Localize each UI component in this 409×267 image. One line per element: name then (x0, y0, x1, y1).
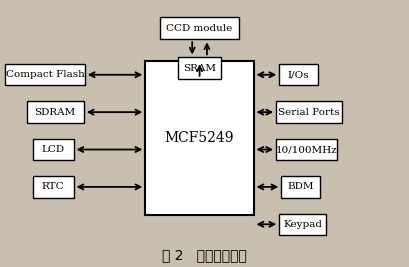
Bar (160, 17, 239, 39)
Text: RTC: RTC (42, 182, 65, 191)
Text: Compact Flash: Compact Flash (6, 70, 84, 79)
Bar (178, 57, 221, 79)
Text: SDRAM: SDRAM (35, 108, 76, 117)
Text: I/Os: I/Os (288, 70, 309, 79)
Text: 图 2   系统总体框架: 图 2 系统总体框架 (162, 248, 247, 262)
Text: SRAM: SRAM (183, 64, 216, 73)
Text: BDM: BDM (288, 182, 314, 191)
Text: LCD: LCD (42, 145, 65, 154)
Text: MCF5249: MCF5249 (165, 131, 234, 145)
Text: CCD module: CCD module (166, 23, 233, 33)
Text: 10/100MHz: 10/100MHz (276, 145, 337, 154)
Bar (276, 101, 342, 123)
Bar (33, 139, 74, 160)
Bar (33, 176, 74, 198)
Bar (279, 214, 326, 235)
Bar (27, 101, 84, 123)
Bar (279, 64, 318, 85)
Bar (281, 176, 320, 198)
Text: Serial Ports: Serial Ports (278, 108, 339, 117)
Bar (276, 139, 337, 160)
Bar (5, 64, 85, 85)
Text: Keypad: Keypad (283, 220, 322, 229)
Bar (145, 61, 254, 215)
